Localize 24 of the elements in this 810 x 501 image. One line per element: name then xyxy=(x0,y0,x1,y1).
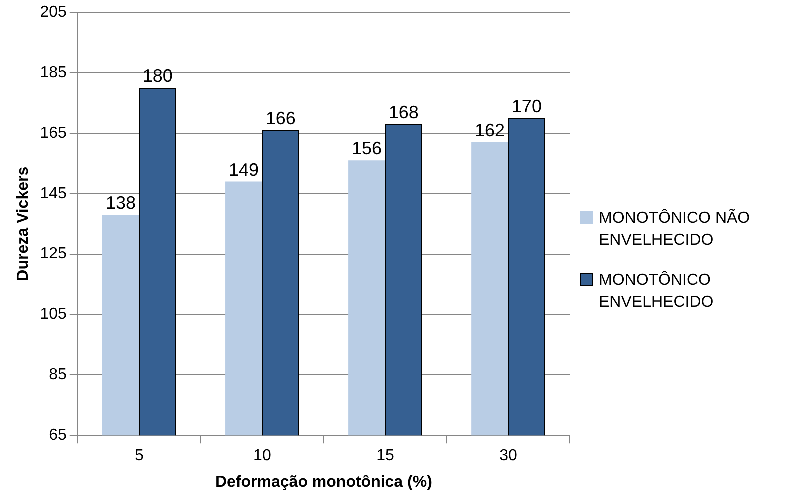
x-tick-label: 30 xyxy=(500,448,518,465)
data-label: 168 xyxy=(388,102,419,122)
data-label: 166 xyxy=(266,108,296,128)
data-label: 149 xyxy=(228,160,260,180)
data-label: 156 xyxy=(352,138,382,159)
y-tick-label: 105 xyxy=(40,306,67,324)
y-tick-label: 85 xyxy=(49,366,67,384)
data-label: 138 xyxy=(106,193,136,214)
data-label: 180 xyxy=(142,66,173,86)
x-tick-label: 10 xyxy=(254,448,272,465)
y-tick-label: 145 xyxy=(40,185,67,202)
data-label: 162 xyxy=(475,120,506,140)
y-tick-label: 185 xyxy=(40,64,67,82)
y-tick-label: 165 xyxy=(40,124,67,142)
x-axis-title: Deformação monotônica (%) xyxy=(215,474,432,491)
y-tick-label: 65 xyxy=(49,427,67,444)
y-tick-label: 125 xyxy=(40,246,67,263)
y-tick-label: 205 xyxy=(40,4,67,22)
legend-label: MONOTÔNICO NÃO ENVELHECIDO xyxy=(599,208,752,250)
legend-label: MONOTÔNICO ENVELHECIDO xyxy=(599,270,715,312)
y-axis-title: Dureza Vickers xyxy=(15,166,32,282)
data-label: 170 xyxy=(512,96,542,116)
x-tick-label: 5 xyxy=(134,448,144,465)
x-tick-label: 15 xyxy=(376,448,394,465)
